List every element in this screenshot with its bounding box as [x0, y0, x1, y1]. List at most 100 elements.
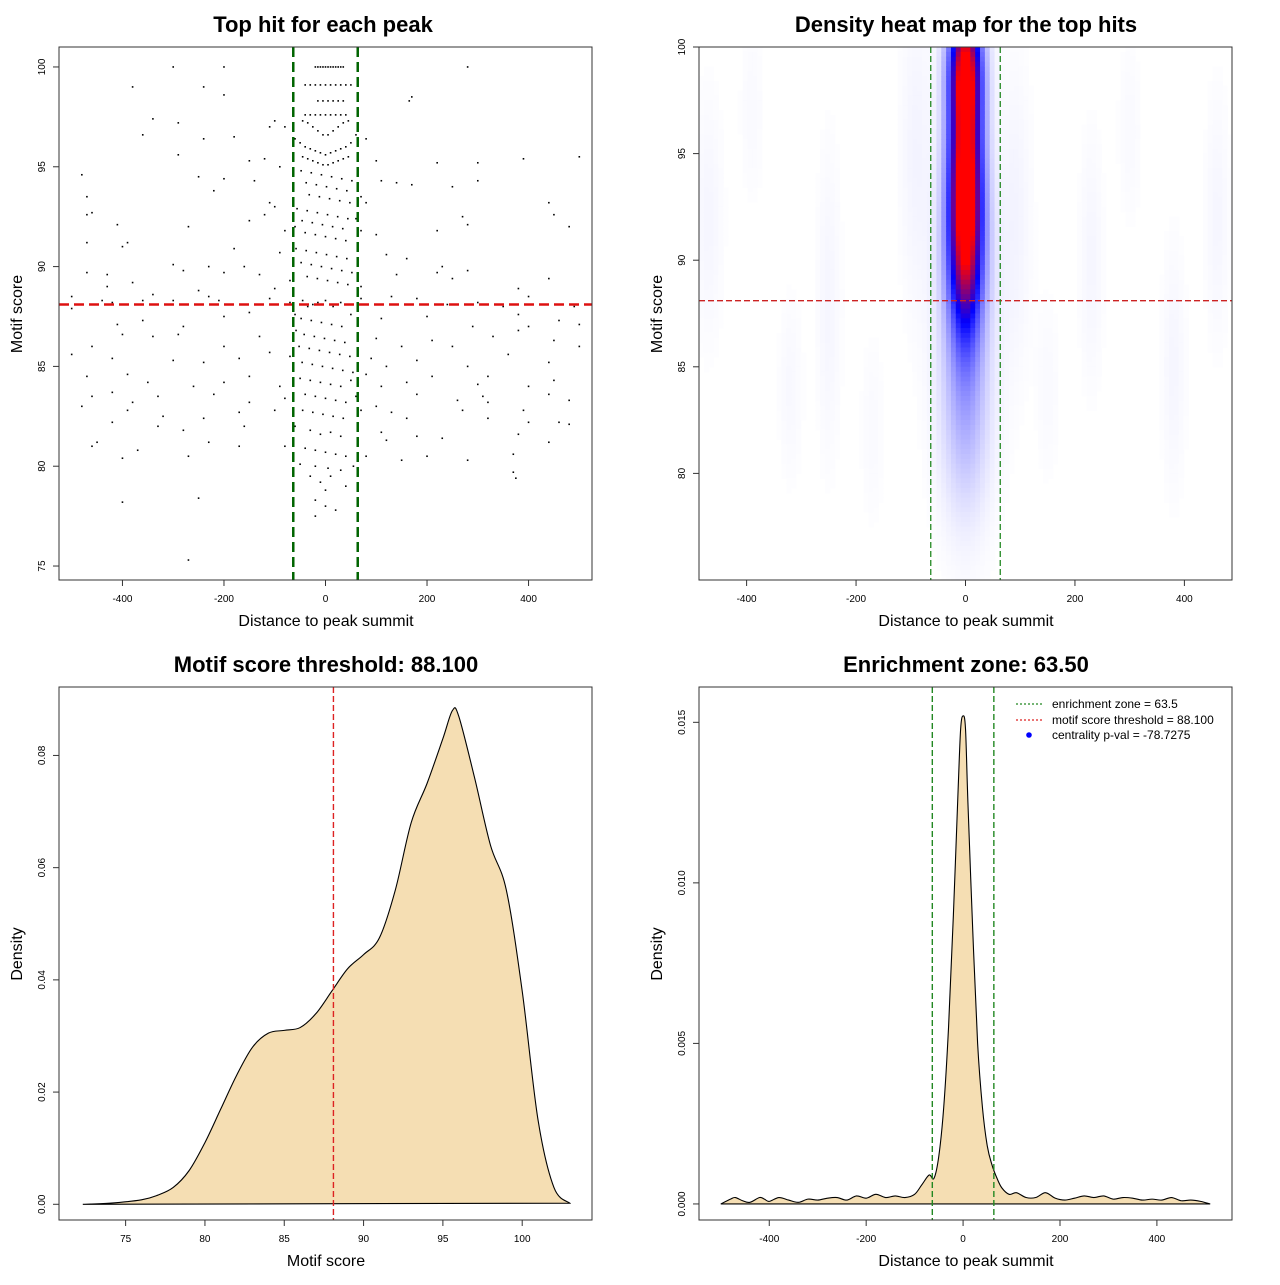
heatmap-cell — [1024, 173, 1029, 178]
heatmap-cell — [970, 251, 975, 256]
heatmap-cell — [1028, 343, 1033, 348]
heatmap-cell — [1164, 420, 1169, 425]
heatmap-cell — [820, 280, 825, 285]
heatmap-cell — [970, 173, 975, 178]
heatmap-cell — [1053, 323, 1058, 328]
scatter-point — [254, 180, 256, 182]
heatmap-cell — [718, 197, 723, 202]
heatmap-cell — [990, 207, 995, 212]
scatter-point — [345, 485, 347, 487]
scatter-point — [553, 380, 555, 382]
heatmap-cell — [815, 420, 820, 425]
heatmap-cell — [1014, 183, 1019, 188]
heatmap-cell — [966, 265, 971, 270]
scatter-point — [507, 354, 509, 356]
heatmap-cell — [936, 105, 941, 110]
scatter-point — [341, 178, 343, 180]
heatmap-cell — [936, 115, 941, 120]
heatmap-cell — [980, 415, 985, 420]
heatmap-cell — [1121, 91, 1126, 96]
heatmap-cell — [1019, 95, 1024, 100]
heatmap-cell — [791, 347, 796, 352]
heatmap-cell — [941, 410, 946, 415]
heatmap-cell — [917, 66, 922, 71]
heatmap-cell — [825, 357, 830, 362]
scatter-point — [249, 160, 251, 162]
heatmap-cell — [961, 541, 966, 546]
heatmap-cell — [985, 565, 990, 570]
heatmap-cell — [1164, 333, 1169, 338]
heatmap-cell — [941, 241, 946, 246]
heatmap-cell — [956, 110, 961, 115]
heatmap-cell — [747, 168, 752, 173]
heatmap-cell — [796, 459, 801, 464]
heatmap-cell — [878, 425, 883, 430]
scatter-ytick-label: 85 — [37, 360, 48, 372]
heatmap-cell — [912, 183, 917, 188]
heatmap-cell — [1101, 231, 1106, 236]
heatmap-cell — [951, 294, 956, 299]
heatmap-cell — [825, 260, 830, 265]
heatmap-cell — [936, 154, 941, 159]
heatmap-cell — [941, 251, 946, 256]
heatmap-cell — [709, 212, 714, 217]
heatmap-cell — [907, 231, 912, 236]
heatmap-cell — [704, 163, 709, 168]
heatmap-cell — [1019, 163, 1024, 168]
heatmap-cell — [1053, 430, 1058, 435]
heatmap-cell — [975, 507, 980, 512]
heatmap-cell — [781, 406, 786, 411]
heatmap-cell — [1024, 323, 1029, 328]
heatmap-cell — [714, 158, 719, 163]
heatmap-cell — [970, 86, 975, 91]
heatmap-cell — [985, 483, 990, 488]
heatmap-cell — [932, 129, 937, 134]
heatmap-cell — [1169, 260, 1174, 265]
heatmap-cell — [825, 255, 830, 260]
heatmap-cell — [951, 76, 956, 81]
heatmap-cell — [941, 478, 946, 483]
heatmap-cell — [985, 304, 990, 309]
heatmap-cell — [864, 410, 869, 415]
heatmap-cell — [966, 134, 971, 139]
heatmap-cell — [815, 362, 820, 367]
heatmap-cell — [966, 439, 971, 444]
heatmap-cell — [990, 47, 995, 52]
heatmap-cell — [1159, 314, 1164, 319]
heatmap-cell — [1082, 163, 1087, 168]
heatmap-cell — [922, 410, 927, 415]
heatmap-cell — [985, 158, 990, 163]
heatmap-cell — [1116, 139, 1121, 144]
heatmap-cell — [975, 217, 980, 222]
heatmap-cell — [714, 270, 719, 275]
heatmap-cell — [1077, 328, 1082, 333]
heatmap-cell — [912, 95, 917, 100]
heatmap-cell — [1101, 318, 1106, 323]
heatmap-cell — [985, 372, 990, 377]
heatmap-cell — [922, 183, 927, 188]
heatmap-cell — [898, 86, 903, 91]
heatmap-cell — [1130, 81, 1135, 86]
heatmap-cell — [941, 197, 946, 202]
heatmap-cell — [791, 473, 796, 478]
heatmap-cell — [1087, 125, 1092, 130]
heatmap-cell — [1048, 333, 1053, 338]
heatmap-cell — [956, 168, 961, 173]
heatmap-cell — [912, 255, 917, 260]
heatmap-cell — [951, 115, 956, 120]
heatmap-cell — [936, 410, 941, 415]
heatmap-cell — [985, 362, 990, 367]
heatmap-cell — [835, 314, 840, 319]
heatmap-cell — [941, 57, 946, 62]
heatmap-cell — [825, 158, 830, 163]
heatmap-cell — [1009, 125, 1014, 130]
heatmap-cell — [835, 439, 840, 444]
scatter-frame — [59, 47, 592, 580]
heatmap-cell — [1043, 401, 1048, 406]
heatmap-cell — [1091, 309, 1096, 314]
heatmap-cell — [781, 464, 786, 469]
heatmap-cell — [1082, 197, 1087, 202]
heatmap-cell — [980, 207, 985, 212]
heatmap-cell — [941, 415, 946, 420]
heatmap-cell — [917, 425, 922, 430]
